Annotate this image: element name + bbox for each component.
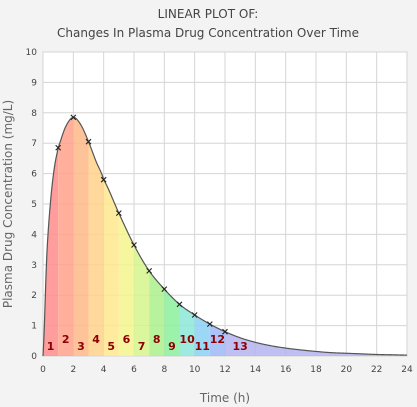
segment-label: 8	[153, 333, 161, 346]
x-tick-label: 8	[161, 365, 167, 375]
x-tick-label: 2	[70, 365, 76, 375]
auc-segment	[134, 245, 150, 356]
x-tick-label: 14	[250, 365, 262, 375]
segment-label: 10	[179, 333, 195, 346]
segment-label: 4	[92, 333, 100, 346]
y-tick-label: 5	[31, 200, 37, 210]
x-tick-label: 6	[131, 365, 137, 375]
x-tick-label: 18	[310, 365, 322, 375]
auc-segment	[118, 213, 134, 356]
chart-title: LINEAR PLOT OF:	[158, 7, 259, 21]
segment-label: 2	[62, 333, 70, 346]
x-axis-title: Time (h)	[199, 391, 250, 405]
chart-subtitle: Changes In Plasma Drug Concentration Ove…	[57, 26, 359, 40]
auc-segments	[43, 117, 407, 356]
x-tick-label: 16	[280, 365, 292, 375]
auc-segment	[225, 331, 407, 356]
y-tick-label: 10	[26, 48, 38, 58]
data-point-marker	[222, 328, 228, 335]
y-tick-label: 9	[31, 78, 37, 88]
y-tick-label: 2	[31, 291, 37, 301]
data-point-marker	[161, 286, 168, 293]
auc-segment	[209, 324, 225, 356]
segment-label: 1	[47, 340, 55, 353]
data-point-marker	[85, 138, 92, 145]
segment-label: 12	[210, 333, 225, 346]
y-tick-label: 0	[31, 352, 37, 362]
y-tick-labels: 0 1 2 3 4 5 6 7 8 9 10	[26, 48, 38, 362]
x-tick-labels: 0 2 4 6 8 10 12 14 16 18 20 22 24	[40, 365, 413, 375]
x-tick-label: 20	[341, 365, 353, 375]
x-tick-label: 0	[40, 365, 46, 375]
data-point-marker	[206, 321, 213, 327]
data-markers	[55, 114, 228, 335]
data-point-marker	[115, 210, 122, 217]
segment-label: 11	[195, 340, 210, 353]
data-point-marker	[55, 144, 62, 151]
x-tick-label: 12	[219, 365, 230, 375]
data-point-marker	[100, 176, 107, 183]
auc-segment	[73, 117, 89, 356]
y-tick-label: 4	[31, 230, 37, 240]
y-tick-label: 6	[31, 170, 37, 180]
y-tick-label: 3	[31, 261, 37, 271]
data-point-marker	[191, 312, 198, 318]
segment-label: 3	[77, 340, 85, 353]
auc-segment	[179, 304, 195, 356]
y-tick-label: 8	[31, 109, 37, 119]
auc-segment	[103, 179, 119, 356]
x-tick-label: 22	[371, 365, 382, 375]
x-tick-label: 4	[101, 365, 107, 375]
y-axis-title: Plasma Drug Concentration (mg/L)	[1, 100, 15, 308]
auc-segment	[164, 289, 180, 356]
auc-segment	[149, 270, 165, 356]
auc-segment	[43, 147, 59, 356]
segment-label: 13	[233, 340, 248, 353]
data-point-marker	[176, 301, 183, 308]
data-point-marker	[70, 114, 77, 121]
segment-label: 6	[123, 333, 131, 346]
auc-segment	[88, 141, 104, 356]
auc-segment	[58, 117, 74, 356]
x-tick-label: 10	[189, 365, 201, 375]
segment-label: 5	[107, 340, 115, 353]
data-point-marker	[131, 242, 137, 248]
segment-label: 7	[138, 340, 146, 353]
segment-label: 9	[168, 340, 176, 353]
x-tick-label: 24	[401, 365, 413, 375]
y-tick-label: 7	[31, 139, 37, 149]
data-point-marker	[146, 267, 153, 274]
auc-segment	[194, 314, 210, 356]
y-tick-label: 1	[31, 322, 37, 332]
